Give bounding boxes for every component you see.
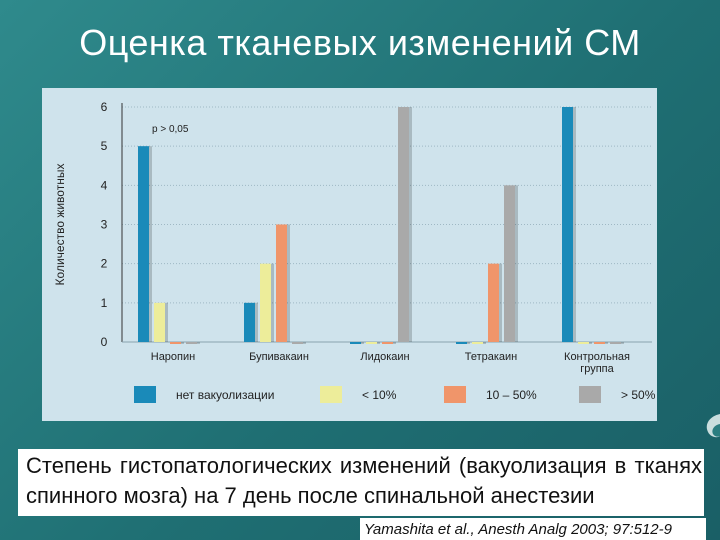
bar-shade bbox=[197, 342, 200, 344]
bar-0-3 bbox=[186, 342, 197, 344]
x-category-label: Лидокаин bbox=[360, 351, 409, 363]
bar-1-3 bbox=[292, 342, 303, 344]
bar-1-2 bbox=[276, 224, 287, 342]
x-category-label: группа bbox=[580, 363, 614, 375]
bar-shade bbox=[605, 342, 608, 344]
bar-shade bbox=[165, 302, 168, 342]
legend-swatch-3 bbox=[579, 386, 601, 403]
bar-shade bbox=[303, 342, 306, 344]
citation-box: Yamashita et al., Anesth Analg 2003; 97:… bbox=[360, 518, 706, 540]
bar-3-2 bbox=[488, 263, 499, 342]
legend-swatch-2 bbox=[444, 386, 466, 403]
bar-chart: 0 1 2 3 4 5 6 Количество животных p > 0,05 Наропи… bbox=[53, 100, 656, 403]
bar-4-0 bbox=[562, 107, 573, 342]
bar-3-1 bbox=[472, 342, 483, 344]
bar-shade bbox=[483, 342, 486, 344]
y-tick-label: 4 bbox=[101, 178, 108, 192]
legend-label-1: < 10% bbox=[362, 388, 397, 402]
bar-0-0 bbox=[138, 146, 149, 342]
bar-0-1 bbox=[154, 302, 165, 342]
bar-shade bbox=[515, 185, 518, 342]
bar-shade bbox=[149, 146, 152, 342]
bar-0-2 bbox=[170, 342, 181, 344]
legend-label-0: нет вакуолизации bbox=[176, 388, 274, 402]
bar-shade bbox=[499, 263, 502, 342]
wave-decoration-icon bbox=[706, 414, 720, 438]
x-category-label: Контрольная bbox=[564, 351, 630, 363]
x-category-label: Тетракаин bbox=[465, 351, 518, 363]
legend-label-2: 10 – 50% bbox=[486, 388, 537, 402]
bar-3-0 bbox=[456, 342, 467, 344]
bar-1-1 bbox=[260, 263, 271, 342]
bar-2-2 bbox=[382, 342, 393, 344]
annotation-p-value: p > 0,05 bbox=[152, 124, 189, 135]
x-category-label: Наропин bbox=[151, 351, 195, 363]
caption-text: Степень гистопатологических изменений (в… bbox=[26, 453, 702, 508]
bar-shade bbox=[621, 342, 624, 344]
citation-text: Yamashita et al., Anesth Analg 2003; 97:… bbox=[364, 521, 672, 538]
legend-swatch-0 bbox=[134, 386, 156, 403]
bar-2-0 bbox=[350, 342, 361, 344]
bar-2-3 bbox=[398, 107, 409, 342]
bar-shade bbox=[573, 107, 576, 342]
legend-label-3: > 50% bbox=[621, 388, 656, 402]
bar-shade bbox=[393, 342, 396, 344]
x-category-label: Бупивакаин bbox=[249, 351, 309, 363]
bar-shade bbox=[255, 302, 258, 342]
y-tick-label: 0 bbox=[101, 335, 108, 349]
bar-1-0 bbox=[244, 302, 255, 342]
y-tick-label: 1 bbox=[101, 296, 108, 310]
bar-shade bbox=[409, 107, 412, 342]
y-axis-label: Количество животных bbox=[53, 164, 67, 286]
bar-shade bbox=[287, 224, 290, 342]
bar-4-2 bbox=[594, 342, 605, 344]
slide-title: Оценка тканевых изменений СМ bbox=[79, 22, 641, 63]
bar-shade bbox=[271, 263, 274, 342]
bar-shade bbox=[467, 342, 470, 344]
bar-4-3 bbox=[610, 342, 621, 344]
bar-4-1 bbox=[578, 342, 589, 344]
legend-swatch-1 bbox=[320, 386, 342, 403]
bar-shade bbox=[361, 342, 364, 344]
bar-shade bbox=[377, 342, 380, 344]
bar-3-3 bbox=[504, 185, 515, 342]
bar-2-1 bbox=[366, 342, 377, 344]
y-tick-label: 5 bbox=[101, 139, 108, 153]
y-tick-label: 6 bbox=[101, 100, 108, 114]
y-tick-label: 3 bbox=[101, 218, 108, 232]
caption-box: Степень гистопатологических изменений (в… bbox=[18, 449, 704, 516]
chart-panel: 0 1 2 3 4 5 6 Количество животных p > 0,05 Наропи… bbox=[42, 88, 657, 421]
y-tick-label: 2 bbox=[101, 257, 108, 271]
bar-shade bbox=[589, 342, 592, 344]
bar-shade bbox=[181, 342, 184, 344]
